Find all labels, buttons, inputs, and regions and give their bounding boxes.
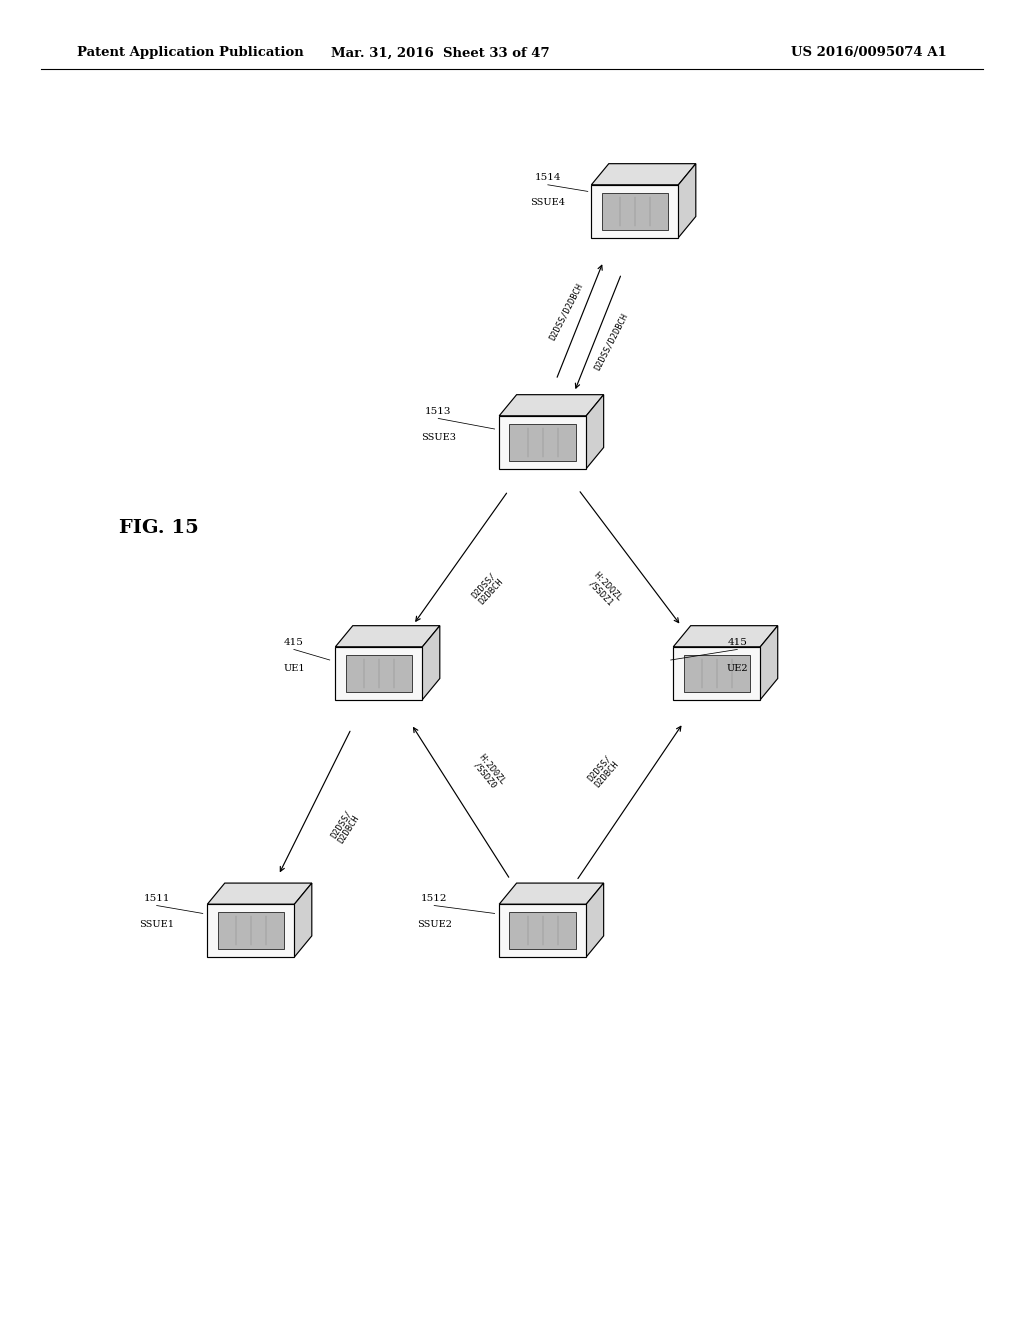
Polygon shape — [586, 883, 604, 957]
Bar — [500, 416, 586, 469]
Polygon shape — [500, 883, 604, 904]
Polygon shape — [295, 883, 311, 957]
Text: FIG. 15: FIG. 15 — [119, 519, 199, 537]
Text: UE2: UE2 — [726, 664, 749, 673]
Text: H:2DQZL
/SSDZ1: H:2DQZL /SSDZ1 — [585, 570, 624, 610]
Bar — [674, 647, 760, 700]
Text: D2DSS/D2DBCH: D2DSS/D2DBCH — [548, 281, 585, 342]
Text: 415: 415 — [727, 638, 748, 647]
Text: D2DSS/
D2DBCH: D2DSS/ D2DBCH — [586, 754, 621, 789]
Polygon shape — [760, 626, 778, 700]
Polygon shape — [586, 395, 604, 469]
Bar — [510, 424, 575, 461]
Bar — [602, 193, 669, 230]
Text: 1513: 1513 — [425, 407, 452, 416]
Polygon shape — [674, 626, 778, 647]
Polygon shape — [336, 626, 440, 647]
Bar — [592, 185, 678, 238]
Polygon shape — [500, 395, 604, 416]
Text: D2DSS/
D2DBCH: D2DSS/ D2DBCH — [470, 572, 505, 607]
Text: 1514: 1514 — [535, 173, 561, 182]
Bar — [510, 912, 575, 949]
Text: US 2016/0095074 A1: US 2016/0095074 A1 — [792, 46, 947, 59]
Polygon shape — [592, 164, 696, 185]
Text: 1511: 1511 — [143, 894, 170, 903]
Text: D2DSS/
D2DBCH: D2DSS/ D2DBCH — [329, 809, 361, 845]
Bar — [346, 655, 412, 692]
Text: Mar. 31, 2016  Sheet 33 of 47: Mar. 31, 2016 Sheet 33 of 47 — [331, 46, 550, 59]
Polygon shape — [207, 883, 311, 904]
Text: H:2D0ZL
/SSDZ0: H:2D0ZL /SSDZ0 — [470, 752, 507, 793]
Text: SSUE3: SSUE3 — [421, 433, 456, 442]
Text: 1512: 1512 — [421, 894, 447, 903]
Text: SSUE4: SSUE4 — [530, 198, 565, 207]
Bar — [336, 647, 423, 700]
Text: UE1: UE1 — [283, 664, 305, 673]
Text: SSUE1: SSUE1 — [139, 920, 174, 929]
Text: SSUE2: SSUE2 — [417, 920, 452, 929]
Polygon shape — [678, 164, 696, 238]
Bar — [500, 904, 586, 957]
Bar — [684, 655, 750, 692]
Text: D2DSS/D2DBCH: D2DSS/D2DBCH — [593, 312, 630, 372]
Text: Patent Application Publication: Patent Application Publication — [77, 46, 303, 59]
Text: 415: 415 — [284, 638, 304, 647]
Bar — [207, 904, 295, 957]
Bar — [217, 912, 284, 949]
Polygon shape — [422, 626, 440, 700]
